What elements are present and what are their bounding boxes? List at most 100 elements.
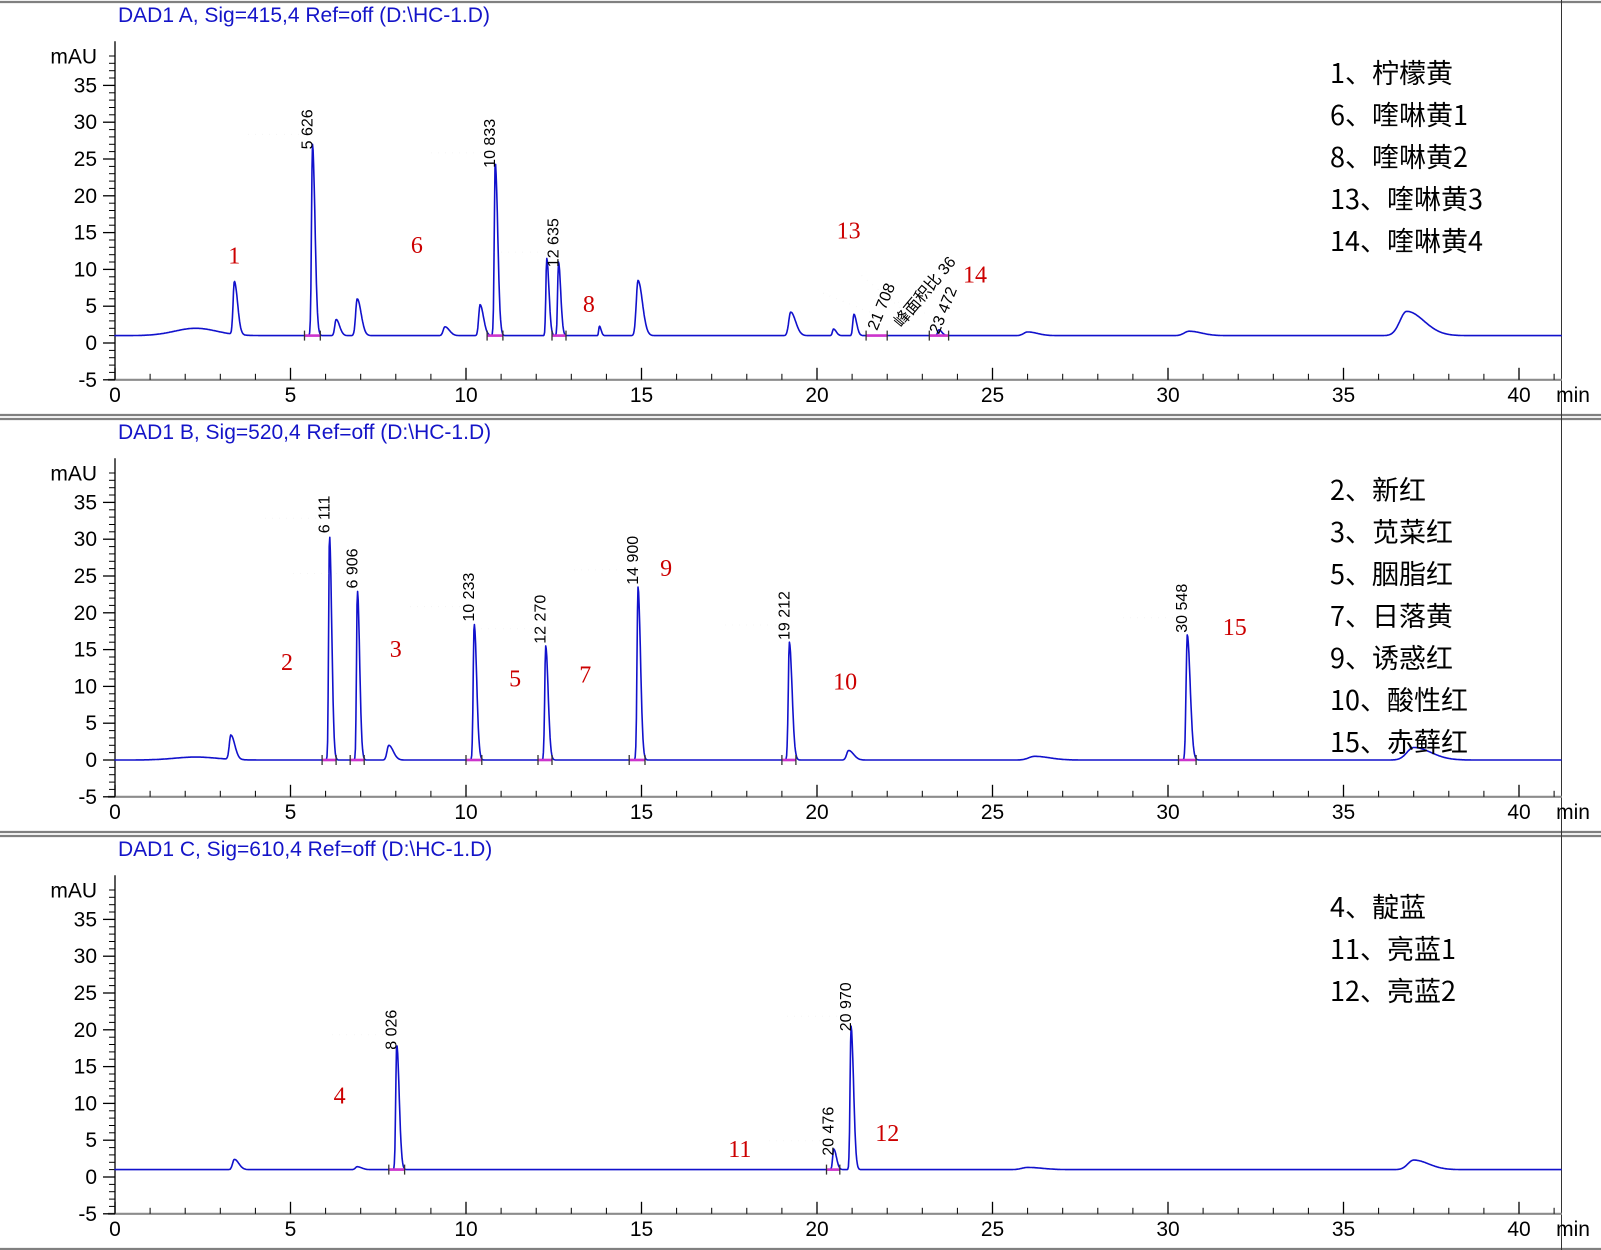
svg-text:10 233: 10 233 xyxy=(461,573,478,622)
svg-text:3、苋菜红: 3、苋菜红 xyxy=(1330,511,1453,550)
svg-text:min: min xyxy=(1556,384,1590,407)
svg-text:15: 15 xyxy=(74,222,97,245)
svg-text:35: 35 xyxy=(1332,1218,1355,1241)
svg-text:30: 30 xyxy=(74,528,97,551)
svg-text:10: 10 xyxy=(74,258,97,281)
svg-text:14: 14 xyxy=(963,263,987,289)
svg-text:19 212: 19 212 xyxy=(776,591,793,640)
svg-text:14 900: 14 900 xyxy=(625,536,642,585)
svg-text:6 906: 6 906 xyxy=(344,548,361,588)
svg-text:35: 35 xyxy=(74,491,97,514)
svg-text:35: 35 xyxy=(74,74,97,97)
svg-text:12、亮蓝2: 12、亮蓝2 xyxy=(1330,970,1456,1009)
svg-text:5: 5 xyxy=(509,666,521,692)
svg-text:8: 8 xyxy=(583,292,595,318)
svg-text:15: 15 xyxy=(74,639,97,662)
svg-text:0: 0 xyxy=(109,384,121,407)
svg-text:8 026: 8 026 xyxy=(384,1010,401,1050)
svg-text:25: 25 xyxy=(981,801,1004,824)
svg-text:30: 30 xyxy=(1156,384,1179,407)
svg-text:12: 12 xyxy=(875,1121,899,1147)
svg-text:10: 10 xyxy=(454,801,477,824)
svg-text:30 548: 30 548 xyxy=(1174,584,1191,633)
svg-text:35: 35 xyxy=(1332,801,1355,824)
svg-text:20: 20 xyxy=(74,1019,97,1042)
svg-text:15: 15 xyxy=(1223,615,1247,641)
svg-text:2、新红: 2、新红 xyxy=(1330,469,1426,508)
svg-text:25: 25 xyxy=(74,982,97,1005)
svg-text:-5: -5 xyxy=(78,786,97,809)
svg-text:min: min xyxy=(1556,1218,1590,1241)
svg-text:5 626: 5 626 xyxy=(300,109,317,149)
svg-text:40: 40 xyxy=(1507,1218,1530,1241)
svg-text:0: 0 xyxy=(85,749,97,772)
svg-text:15: 15 xyxy=(630,801,653,824)
svg-text:5: 5 xyxy=(285,1218,297,1241)
svg-text:9、诱惑红: 9、诱惑红 xyxy=(1330,637,1453,676)
svg-text:5、胭脂红: 5、胭脂红 xyxy=(1330,553,1453,592)
svg-text:10: 10 xyxy=(454,1218,477,1241)
svg-text:mAU: mAU xyxy=(50,462,97,485)
svg-text:6、喹啉黄1: 6、喹啉黄1 xyxy=(1330,94,1468,133)
svg-text:5: 5 xyxy=(85,295,97,318)
svg-text:25: 25 xyxy=(74,565,97,588)
svg-text:6 111: 6 111 xyxy=(317,496,334,534)
svg-text:5: 5 xyxy=(85,712,97,735)
svg-text:4、靛蓝: 4、靛蓝 xyxy=(1330,886,1426,925)
svg-text:10: 10 xyxy=(74,675,97,698)
svg-text:0: 0 xyxy=(109,801,121,824)
svg-text:20 476: 20 476 xyxy=(821,1107,838,1156)
svg-text:13、喹啉黄3: 13、喹啉黄3 xyxy=(1330,178,1483,217)
svg-text:0: 0 xyxy=(85,1166,97,1189)
svg-text:5: 5 xyxy=(285,384,297,407)
svg-text:25: 25 xyxy=(74,148,97,171)
svg-text:DAD1 A, Sig=415,4 Ref=off (D: DAD1 A, Sig=415,4 Ref=off (D:\HC-1.D) xyxy=(118,4,490,27)
svg-text:15、赤藓红: 15、赤藓红 xyxy=(1330,721,1468,760)
svg-text:-5: -5 xyxy=(78,369,97,392)
svg-text:14、喹啉黄4: 14、喹啉黄4 xyxy=(1330,220,1483,259)
svg-text:1、柠檬黄: 1、柠檬黄 xyxy=(1330,52,1453,91)
svg-text:15: 15 xyxy=(74,1056,97,1079)
svg-text:7、日落黄: 7、日落黄 xyxy=(1330,595,1453,634)
svg-text:8、喹啉黄2: 8、喹啉黄2 xyxy=(1330,136,1468,175)
svg-text:3: 3 xyxy=(390,637,402,663)
svg-text:12 270: 12 270 xyxy=(533,595,550,644)
svg-text:25: 25 xyxy=(981,1218,1004,1241)
svg-text:DAD1 C, Sig=610,4 Ref=off (D: DAD1 C, Sig=610,4 Ref=off (D:\HC-1.D) xyxy=(118,838,492,861)
svg-text:10 833: 10 833 xyxy=(482,119,499,168)
svg-text:6: 6 xyxy=(411,233,423,259)
svg-text:13: 13 xyxy=(837,219,861,245)
svg-text:11: 11 xyxy=(728,1137,751,1163)
svg-text:20: 20 xyxy=(74,602,97,625)
svg-text:30: 30 xyxy=(1156,801,1179,824)
svg-text:10、酸性红: 10、酸性红 xyxy=(1330,679,1468,718)
svg-text:0: 0 xyxy=(85,332,97,355)
svg-text:2: 2 xyxy=(281,650,293,676)
svg-text:mAU: mAU xyxy=(50,45,97,68)
svg-text:12 635: 12 635 xyxy=(546,218,563,267)
svg-text:20: 20 xyxy=(74,185,97,208)
svg-text:DAD1 B, Sig=520,4 Ref=off (D: DAD1 B, Sig=520,4 Ref=off (D:\HC-1.D) xyxy=(118,421,491,444)
svg-text:35: 35 xyxy=(1332,384,1355,407)
svg-text:9: 9 xyxy=(660,556,672,582)
svg-text:1: 1 xyxy=(228,244,240,270)
svg-text:5: 5 xyxy=(285,801,297,824)
svg-text:0: 0 xyxy=(109,1218,121,1241)
svg-text:20: 20 xyxy=(805,1218,828,1241)
svg-text:40: 40 xyxy=(1507,384,1530,407)
svg-text:30: 30 xyxy=(1156,1218,1179,1241)
svg-text:10: 10 xyxy=(833,669,857,695)
svg-text:15: 15 xyxy=(630,1218,653,1241)
svg-text:mAU: mAU xyxy=(50,879,97,902)
svg-text:20: 20 xyxy=(805,384,828,407)
svg-text:35: 35 xyxy=(74,908,97,931)
svg-text:30: 30 xyxy=(74,945,97,968)
svg-text:25: 25 xyxy=(981,384,1004,407)
svg-text:-5: -5 xyxy=(78,1203,97,1226)
svg-text:10: 10 xyxy=(454,384,477,407)
svg-text:5: 5 xyxy=(85,1129,97,1152)
svg-text:7: 7 xyxy=(579,663,591,689)
svg-text:15: 15 xyxy=(630,384,653,407)
svg-text:30: 30 xyxy=(74,111,97,134)
svg-text:min: min xyxy=(1556,801,1590,824)
